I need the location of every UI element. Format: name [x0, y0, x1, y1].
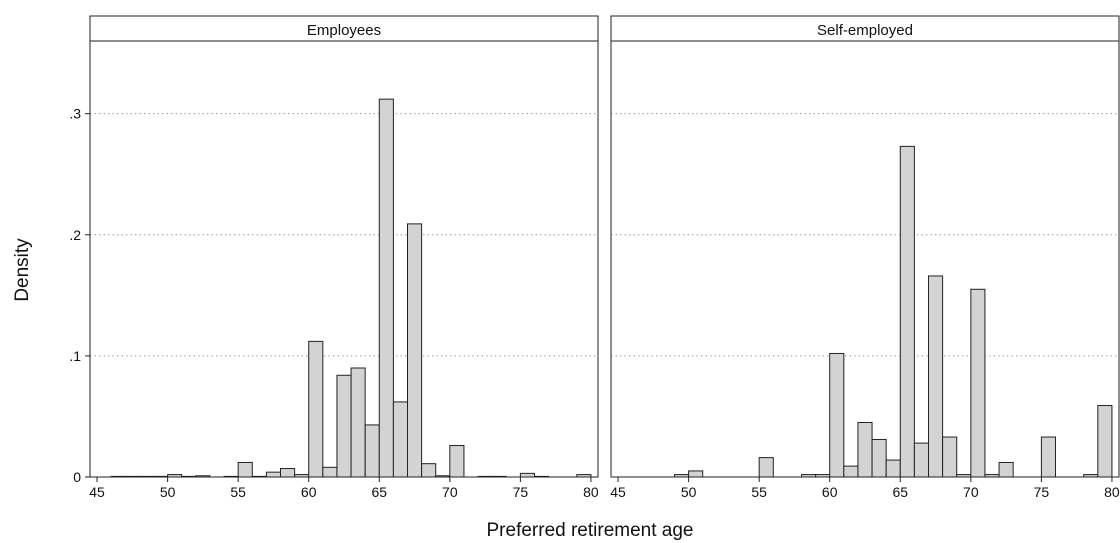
- histogram-bar: [857, 422, 873, 478]
- x-tick-label: 45: [610, 484, 626, 500]
- x-tick-label: 80: [583, 484, 599, 500]
- x-tick-label: 45: [89, 484, 105, 500]
- x-tick-label: 55: [751, 484, 767, 500]
- histogram-bar: [392, 401, 408, 478]
- x-tick-label: 70: [442, 484, 458, 500]
- panel-1: Employees 45 50 55 60 65 70 75 80 0 .1 .2 .3: [69, 15, 599, 500]
- y-tick-label: 0: [73, 469, 81, 485]
- histogram-bar: [928, 275, 944, 478]
- panels-layer: Employees 45 50 55 60 65 70 75 80 0 .1 .2 .3 Self-emp…: [69, 15, 1120, 500]
- histogram-bar: [265, 471, 281, 478]
- histogram-bar: [688, 470, 704, 478]
- plot-frame: [89, 40, 599, 478]
- y-axis-label: Density: [12, 238, 33, 302]
- panel-title-strip: [610, 15, 1120, 42]
- x-tick-label: 75: [513, 484, 529, 500]
- histogram-bar: [364, 424, 380, 478]
- histogram-bar: [350, 367, 366, 478]
- histogram-bar: [899, 145, 915, 478]
- y-tick-label: .1: [69, 348, 81, 364]
- histogram-bar: [336, 374, 352, 478]
- x-tick-label: 65: [892, 484, 908, 500]
- panel-title: Self-employed: [817, 22, 913, 39]
- x-tick-label: 50: [160, 484, 176, 500]
- histogram-bar: [1040, 436, 1057, 478]
- y-tick-label: .2: [69, 227, 81, 243]
- histogram-bar: [885, 459, 901, 478]
- histogram-bar: [871, 438, 887, 478]
- x-tick-label: 70: [963, 484, 979, 500]
- histogram-bar: [1097, 405, 1113, 478]
- histogram-bar: [998, 461, 1014, 478]
- plot-area: [611, 41, 1119, 477]
- histogram-bar: [378, 98, 394, 478]
- panel-2: Self-employed 45 50 55 60 65 70 75 80: [610, 15, 1120, 500]
- histogram-bar: [829, 352, 845, 478]
- histogram-bar: [407, 223, 423, 478]
- y-tick-label: .3: [69, 106, 81, 122]
- x-tick-label: 60: [822, 484, 838, 500]
- histogram-bar: [237, 461, 253, 478]
- x-tick-label: 80: [1104, 484, 1120, 500]
- histogram-bar: [280, 468, 296, 478]
- panel-title: Employees: [307, 22, 381, 39]
- x-tick-label: 75: [1034, 484, 1050, 500]
- panel-title-strip: [89, 15, 599, 42]
- x-tick-label: 60: [301, 484, 317, 500]
- histogram-bar: [519, 472, 536, 478]
- x-tick-label: 55: [230, 484, 246, 500]
- x-tick-label: 65: [371, 484, 387, 500]
- histogram-bar: [970, 288, 986, 478]
- histogram-bar: [322, 466, 338, 478]
- histogram-bar: [843, 465, 859, 478]
- histogram-bar: [913, 442, 930, 478]
- histogram-bar: [421, 463, 437, 478]
- x-tick-label: 50: [681, 484, 697, 500]
- histogram-bar: [942, 436, 958, 478]
- histogram-bar: [308, 340, 324, 478]
- histogram-bar: [758, 457, 774, 478]
- plot-frame: [610, 40, 1120, 478]
- histogram-bar: [449, 445, 465, 478]
- x-axis-label: Preferred retirement age: [487, 520, 694, 541]
